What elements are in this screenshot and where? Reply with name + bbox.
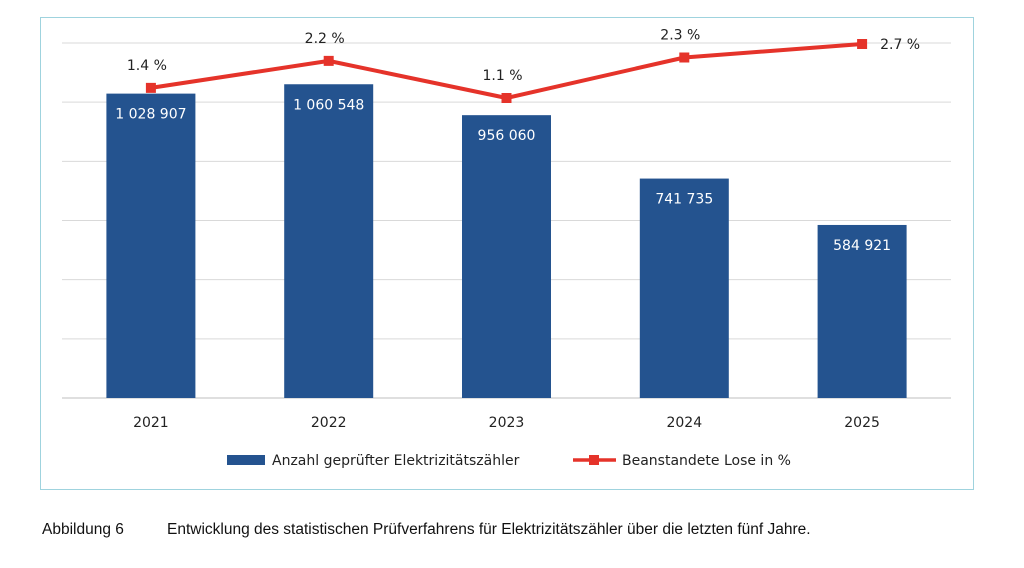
line-value-label: 2.7 % — [880, 37, 920, 53]
legend: Anzahl geprüfter Elektrizitätszähler Bea… — [227, 453, 791, 469]
bar-2024 — [639, 178, 729, 398]
x-tick-label: 2022 — [311, 415, 347, 431]
legend-line-marker — [589, 455, 599, 465]
bar-value-label: 1 028 907 — [115, 107, 186, 123]
bar-value-label: 1 060 548 — [293, 97, 364, 113]
x-tick-label: 2025 — [844, 415, 880, 431]
line-series: 1.4 % 2.2 % 1.1 % 2.3 % 2.7 % — [127, 28, 920, 103]
figure-caption: Abbildung 6 Entwicklung des statistischen… — [42, 521, 982, 539]
caption-text: Entwicklung des statistischen Prüfverfah… — [167, 521, 811, 538]
x-tick-label: 2023 — [489, 415, 525, 431]
bar-2023 — [462, 115, 551, 398]
line-marker-2023 — [501, 93, 512, 103]
bar-value-label: 584 921 — [833, 238, 891, 254]
bar-series: 1 028 907 1 060 548 956 060 741 735 584 921 — [106, 84, 907, 398]
x-tick-label: 2021 — [133, 415, 169, 431]
line-marker-2021 — [145, 82, 156, 93]
legend-bar-label: Anzahl geprüfter Elektrizitätszähler — [272, 453, 520, 469]
line-value-label: 2.2 % — [305, 31, 345, 47]
line-value-label: 1.4 % — [127, 58, 167, 74]
bar-value-label: 741 735 — [655, 192, 713, 208]
x-tick-label: 2024 — [666, 415, 702, 431]
line-value-label: 2.3 % — [660, 28, 700, 44]
caption-number: Abbildung 6 — [42, 521, 124, 538]
bar-2021 — [106, 93, 196, 398]
bar-2025 — [817, 224, 907, 398]
legend-bar-swatch — [227, 455, 265, 465]
x-axis-ticks: 2021 2022 2023 2024 2025 — [133, 415, 880, 431]
bar-value-label: 956 060 — [478, 128, 536, 144]
line-marker-2022 — [323, 55, 334, 66]
chart-frame: 1 028 907 1 060 548 956 060 741 735 584 921 … — [40, 17, 974, 490]
legend-line-label: Beanstandete Lose in % — [622, 453, 791, 469]
line-value-label: 1.1 % — [482, 68, 522, 84]
line-marker-2025 — [857, 39, 868, 49]
bar-2022 — [284, 84, 374, 398]
line-marker-2024 — [679, 52, 690, 63]
